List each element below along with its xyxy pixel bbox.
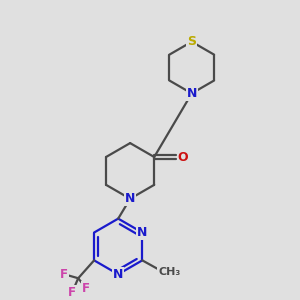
Text: N: N [137, 226, 148, 239]
Text: S: S [187, 35, 196, 48]
Text: N: N [187, 87, 197, 100]
Text: O: O [178, 151, 188, 164]
Text: N: N [113, 268, 123, 281]
Text: N: N [125, 192, 135, 205]
Text: F: F [68, 286, 76, 299]
Text: CH₃: CH₃ [158, 267, 180, 277]
Text: F: F [82, 282, 90, 295]
Text: F: F [60, 268, 68, 281]
